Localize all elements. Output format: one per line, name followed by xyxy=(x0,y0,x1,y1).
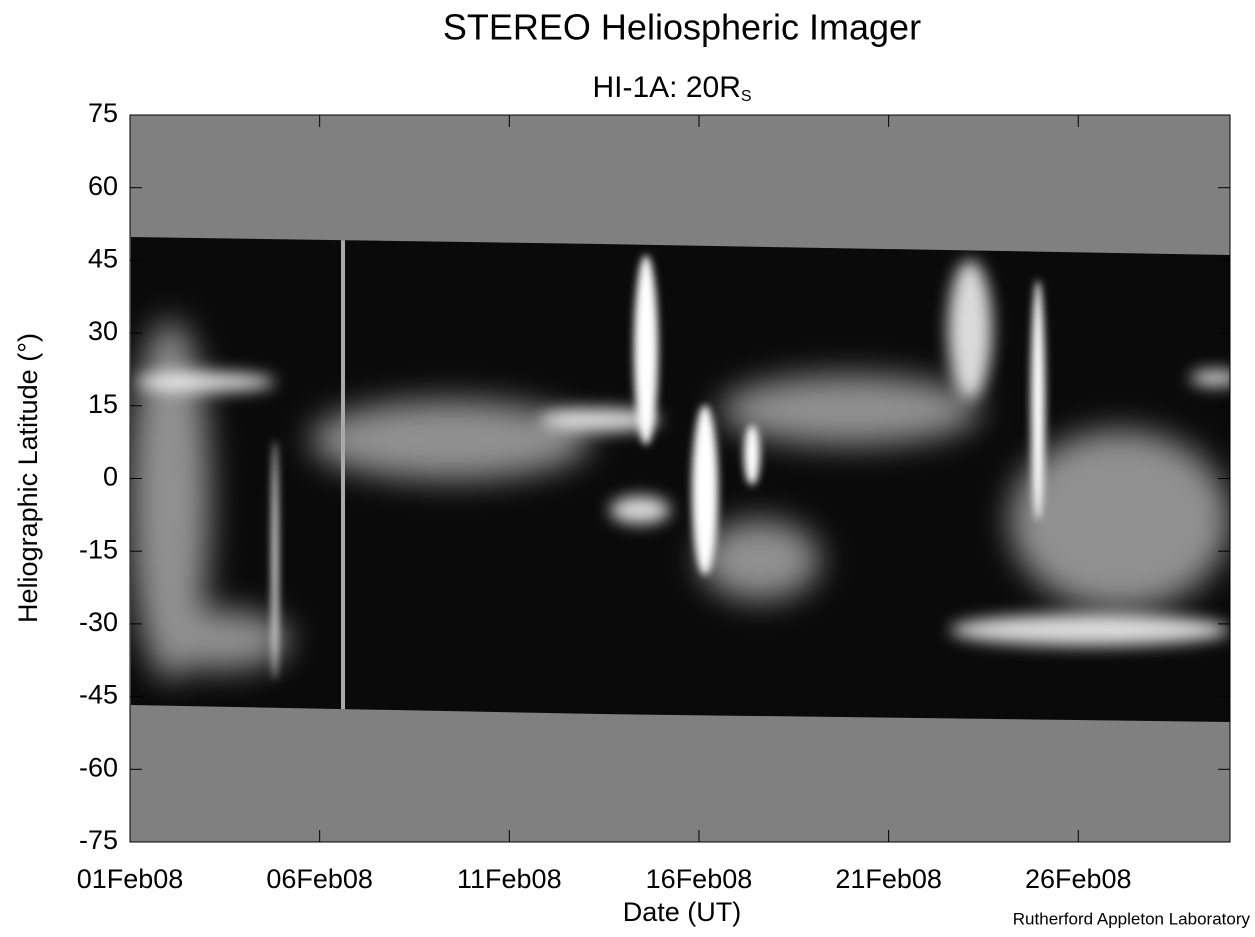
x-tick-label: 01Feb08 xyxy=(77,864,184,894)
credit: Rutherford Appleton Laboratory xyxy=(1013,909,1251,928)
y-axis-label: Heliographic Latitude (°) xyxy=(13,333,43,623)
y-tick-label: -45 xyxy=(79,680,118,710)
subtitle-text: HI-1A: 20R xyxy=(592,71,740,104)
y-tick-label: 0 xyxy=(103,462,118,492)
x-tick-label: 26Feb08 xyxy=(1025,864,1132,894)
chart-subtitle: HI-1A: 20RS xyxy=(592,71,751,105)
y-tick-label: 45 xyxy=(88,244,118,274)
y-tick-label: -15 xyxy=(79,534,118,564)
x-tick-label: 21Feb08 xyxy=(835,864,942,894)
image-data xyxy=(131,237,1230,722)
x-axis-label: Date (UT) xyxy=(623,897,742,927)
y-tick-label: 15 xyxy=(88,389,118,419)
subtitle-subscript: S xyxy=(741,88,752,105)
y-tick-label: 60 xyxy=(88,171,118,201)
y-tick-label: -30 xyxy=(79,607,118,637)
y-tick-label: 30 xyxy=(88,316,118,346)
y-tick-label: 75 xyxy=(88,98,118,128)
x-tick-label: 11Feb08 xyxy=(457,864,562,894)
y-tick-label: -75 xyxy=(79,825,118,855)
x-tick-label: 06Feb08 xyxy=(266,864,373,894)
chart-title: STEREO Heliospheric Imager xyxy=(443,7,921,48)
y-tick-label: -60 xyxy=(79,752,118,782)
x-tick-label: 16Feb08 xyxy=(646,864,753,894)
